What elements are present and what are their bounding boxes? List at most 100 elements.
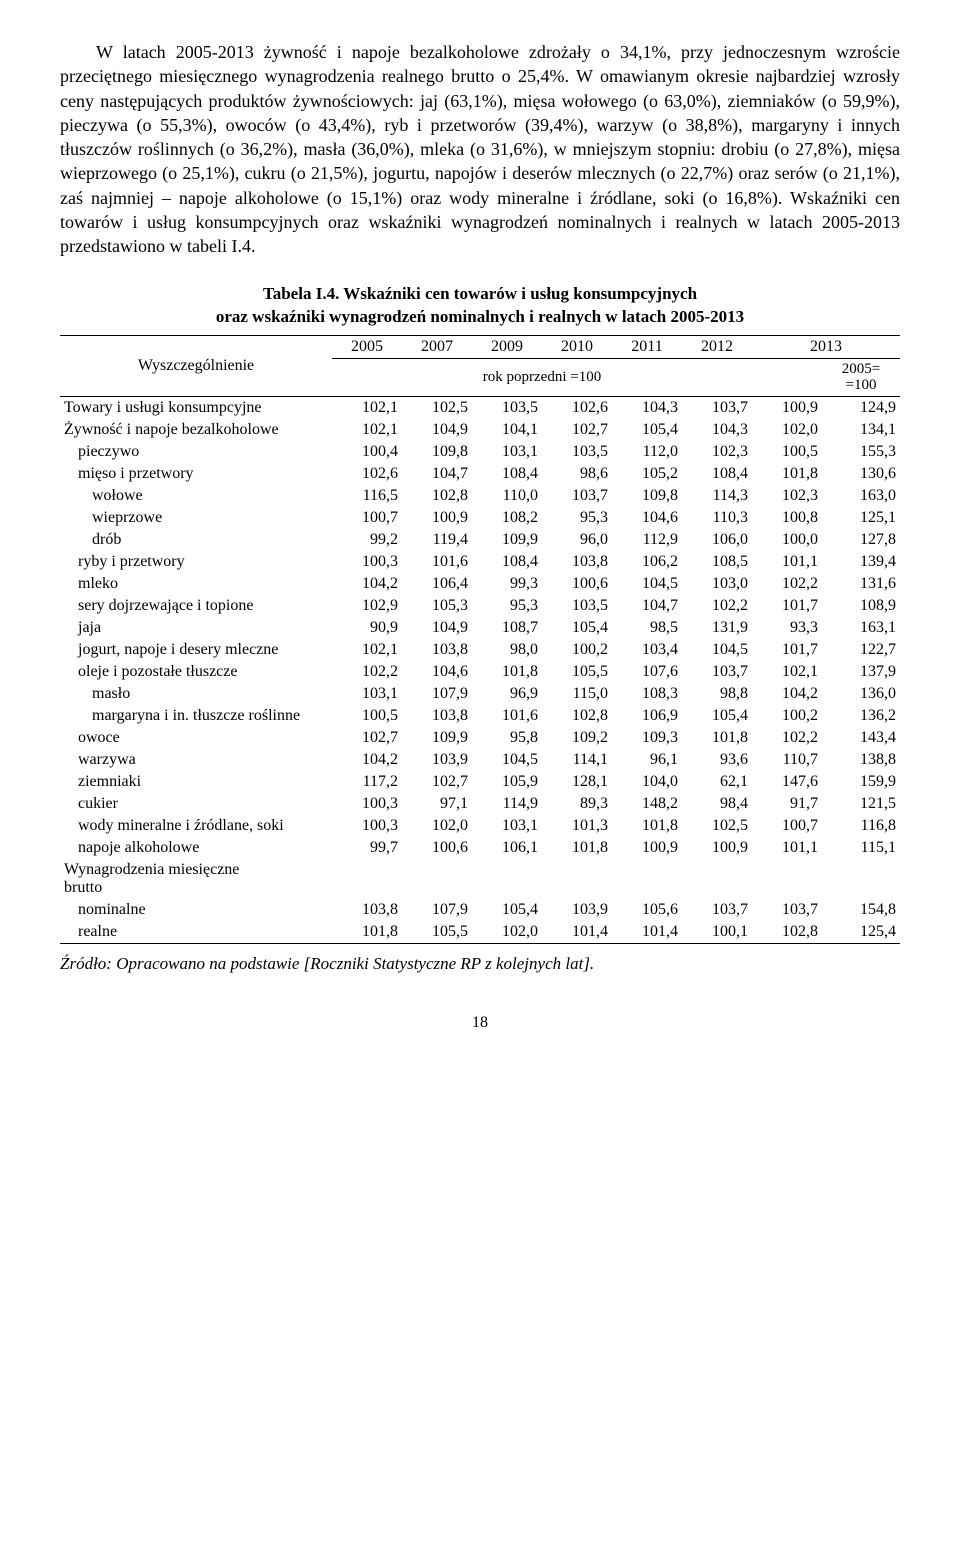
row-label: margaryna i in. tłuszcze roślinne [60,705,332,727]
cell-value: 104,9 [402,419,472,441]
header-year-2011: 2011 [612,335,682,358]
cell-value [682,859,752,899]
cell-value: 147,6 [752,771,822,793]
table-title-line2: oraz wskaźniki wynagrodzeń nominalnych i… [216,307,744,326]
cell-value: 107,6 [612,661,682,683]
cell-value: 109,9 [472,529,542,551]
cell-value: 114,3 [682,485,752,507]
cell-value: 102,8 [402,485,472,507]
cell-value: 98,8 [682,683,752,705]
cell-value: 102,2 [752,727,822,749]
cell-value: 89,3 [542,793,612,815]
cell-value: 105,9 [472,771,542,793]
cell-value: 159,9 [822,771,900,793]
cell-value: 105,4 [542,617,612,639]
cell-value: 103,4 [612,639,682,661]
cell-value: 100,8 [752,507,822,529]
header-year-2013: 2013 [752,335,900,358]
cell-value: 108,3 [612,683,682,705]
cell-value: 114,9 [472,793,542,815]
page-number: 18 [60,1014,900,1032]
cell-value: 100,9 [752,396,822,419]
cell-value: 102,2 [682,595,752,617]
cell-value: 109,3 [612,727,682,749]
cell-value: 102,5 [402,396,472,419]
cell-value: 102,7 [542,419,612,441]
header-sub-empty [752,358,822,396]
cell-value: 100,9 [612,837,682,859]
cell-value: 106,9 [612,705,682,727]
cell-value: 103,8 [332,899,402,921]
cell-value: 124,9 [822,396,900,419]
cell-value: 102,7 [402,771,472,793]
cell-value: 98,5 [612,617,682,639]
table-row: napoje alkoholowe99,7100,6106,1101,8100,… [60,837,900,859]
cell-value: 110,0 [472,485,542,507]
cell-value: 98,6 [542,463,612,485]
cell-value: 104,5 [682,639,752,661]
table-row: wieprzowe100,7100,9108,295,3104,6110,310… [60,507,900,529]
cell-value: 96,9 [472,683,542,705]
cell-value: 102,8 [752,921,822,944]
cell-value: 104,2 [332,749,402,771]
cell-value: 100,2 [542,639,612,661]
cell-value: 101,8 [332,921,402,944]
cell-value: 105,4 [612,419,682,441]
cell-value: 102,6 [332,463,402,485]
cell-value: 155,3 [822,441,900,463]
cell-value: 104,6 [612,507,682,529]
cell-value: 104,7 [402,463,472,485]
source-note: Źródło: Opracowano na podstawie [Rocznik… [60,954,900,974]
cell-value: 130,6 [822,463,900,485]
cell-value: 101,7 [752,639,822,661]
cell-value: 148,2 [612,793,682,815]
cell-value: 103,5 [542,441,612,463]
row-label: Towary i usługi konsumpcyjne [60,396,332,419]
cell-value: 95,8 [472,727,542,749]
cell-value: 100,7 [332,507,402,529]
cell-value: 116,8 [822,815,900,837]
cell-value: 93,6 [682,749,752,771]
cell-value: 100,5 [752,441,822,463]
cell-value: 91,7 [752,793,822,815]
cell-value: 105,3 [402,595,472,617]
cell-value: 96,0 [542,529,612,551]
row-label: oleje i pozostałe tłuszcze [60,661,332,683]
header-year-2009: 2009 [472,335,542,358]
table-row: drób99,2119,4109,996,0112,9106,0100,0127… [60,529,900,551]
cell-value: 121,5 [822,793,900,815]
cell-value: 103,5 [472,396,542,419]
cell-value: 100,6 [402,837,472,859]
cell-value: 104,9 [402,617,472,639]
cell-value: 103,9 [542,899,612,921]
cell-value: 102,1 [332,396,402,419]
cell-value: 116,5 [332,485,402,507]
row-label: wołowe [60,485,332,507]
header-sub-right-top: 2005= [842,361,880,377]
cell-value: 104,3 [612,396,682,419]
table-row: realne101,8105,5102,0101,4101,4100,1102,… [60,921,900,944]
row-label: napoje alkoholowe [60,837,332,859]
header-wyszczegolnienie: Wyszczególnienie [60,335,332,396]
header-year-2010: 2010 [542,335,612,358]
table-row: masło103,1107,996,9115,0108,398,8104,213… [60,683,900,705]
table-row: ryby i przetwory100,3101,6108,4103,8106,… [60,551,900,573]
cell-value: 99,3 [472,573,542,595]
cell-value: 102,5 [682,815,752,837]
table-row: pieczywo100,4109,8103,1103,5112,0102,310… [60,441,900,463]
table-row: Wynagrodzenia miesięcznebrutto [60,859,900,899]
cell-value: 119,4 [402,529,472,551]
cell-value: 104,5 [472,749,542,771]
cell-value: 109,8 [402,441,472,463]
cell-value: 99,7 [332,837,402,859]
cell-value: 163,0 [822,485,900,507]
cell-value: 100,2 [752,705,822,727]
row-label: mleko [60,573,332,595]
cell-value: 163,1 [822,617,900,639]
table-row: nominalne103,8107,9105,4103,9105,6103,71… [60,899,900,921]
cell-value: 108,4 [472,551,542,573]
table-row: jaja90,9104,9108,7105,498,5131,993,3163,… [60,617,900,639]
cell-value: 115,1 [822,837,900,859]
cell-value: 107,9 [402,683,472,705]
cell-value: 109,8 [612,485,682,507]
